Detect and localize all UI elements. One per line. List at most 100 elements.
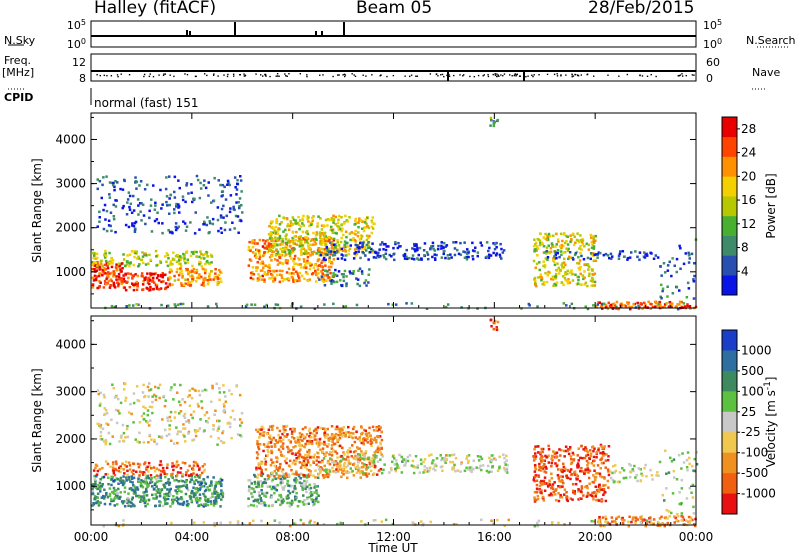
power-cell xyxy=(210,270,213,273)
velocity-cell xyxy=(344,470,347,473)
velocity-cell xyxy=(330,444,334,447)
velocity-cell xyxy=(103,495,106,498)
power-cell xyxy=(156,263,160,267)
velocity-cell xyxy=(348,434,351,437)
power-cell xyxy=(361,251,365,254)
velocity-cell xyxy=(119,495,122,499)
velocity-cell xyxy=(292,461,295,464)
velocity-cell xyxy=(355,430,358,433)
nave-point xyxy=(626,73,629,76)
power-cell xyxy=(109,224,112,228)
nave-point xyxy=(173,75,175,78)
velocity-cell xyxy=(117,482,120,485)
power-cell xyxy=(92,279,96,282)
velocity-cell xyxy=(533,496,536,499)
velocity-cell xyxy=(171,465,174,468)
velocity-cell xyxy=(327,437,330,440)
power-cell xyxy=(304,266,308,269)
power-cell xyxy=(362,241,365,245)
velocity-cell xyxy=(372,438,375,442)
power-cell xyxy=(295,270,298,273)
nave-point xyxy=(511,75,513,77)
power-cell xyxy=(319,253,323,257)
velocity-cell xyxy=(314,499,318,503)
nave-point xyxy=(560,75,562,77)
velocity-cell xyxy=(604,490,607,494)
velocity-cell xyxy=(181,503,185,507)
power-cell xyxy=(150,230,154,233)
power-cell xyxy=(298,279,301,282)
power-cell xyxy=(164,287,167,291)
power-cell xyxy=(416,257,419,260)
power-cell xyxy=(573,253,577,257)
velocity-cell xyxy=(275,456,278,459)
velocity-cell xyxy=(306,476,309,479)
power-cell xyxy=(285,217,289,220)
power-cell xyxy=(92,251,95,255)
power-cell xyxy=(560,281,563,284)
velocity-cell xyxy=(114,467,117,471)
velocity-cell xyxy=(179,410,183,413)
nave-point xyxy=(285,75,287,77)
power-cell xyxy=(332,221,335,224)
power-cell xyxy=(122,253,125,256)
power-cell xyxy=(185,225,189,228)
velocity-cell xyxy=(336,456,339,459)
velocity-cell xyxy=(206,421,209,424)
power-cell xyxy=(304,250,307,253)
power-cell xyxy=(302,214,305,218)
power-cell xyxy=(177,259,181,262)
power-cell xyxy=(204,186,208,190)
power-cell xyxy=(218,268,221,272)
velocity-cell xyxy=(346,449,350,452)
power-cell xyxy=(568,251,572,254)
power-cell xyxy=(457,252,461,256)
velocity-cell xyxy=(103,407,106,410)
velocity-cell xyxy=(192,460,196,464)
power-cell xyxy=(162,280,165,283)
power-cell xyxy=(326,253,329,257)
velocity-cell xyxy=(324,475,327,478)
power-cell xyxy=(309,223,313,227)
power-cell xyxy=(686,304,689,308)
velocity-cell xyxy=(262,427,265,430)
velocity-cell xyxy=(114,408,118,412)
velocity-cell xyxy=(658,517,662,520)
velocity-cell xyxy=(538,462,541,466)
power-cell xyxy=(548,251,551,254)
power-cell xyxy=(435,253,438,257)
velocity-cell xyxy=(173,442,176,445)
power-cell xyxy=(462,250,465,253)
velocity-cell xyxy=(365,434,369,437)
power-cell xyxy=(228,183,231,187)
velocity-cell xyxy=(150,476,153,480)
velocity-cell xyxy=(298,449,301,453)
power-cell xyxy=(257,251,261,254)
power-cell xyxy=(272,250,275,254)
power-cell xyxy=(678,244,681,248)
power-cell xyxy=(181,195,185,198)
velocity-cell xyxy=(357,470,360,473)
velocity-cell xyxy=(378,448,381,452)
power-cell xyxy=(527,302,531,306)
nave-point xyxy=(483,74,485,76)
velocity-cell xyxy=(376,460,380,463)
velocity-cell xyxy=(139,484,143,488)
velocity-cell xyxy=(342,464,346,468)
power-cell xyxy=(686,281,690,285)
power-cell xyxy=(366,225,369,228)
velocity-cell xyxy=(316,451,320,455)
velocity-cell xyxy=(159,501,162,504)
power-cell xyxy=(675,286,679,289)
velocity-cell xyxy=(297,473,301,477)
velocity-cell xyxy=(272,485,275,489)
velocity-cell xyxy=(263,503,267,507)
velocity-cell xyxy=(268,485,272,488)
velocity-cell xyxy=(167,494,171,497)
velocity-cell xyxy=(289,441,292,444)
power-cell xyxy=(355,303,359,307)
velocity-cell xyxy=(253,482,257,485)
power-cell xyxy=(224,198,228,201)
power-cell xyxy=(356,278,360,281)
power-cell xyxy=(558,272,561,275)
